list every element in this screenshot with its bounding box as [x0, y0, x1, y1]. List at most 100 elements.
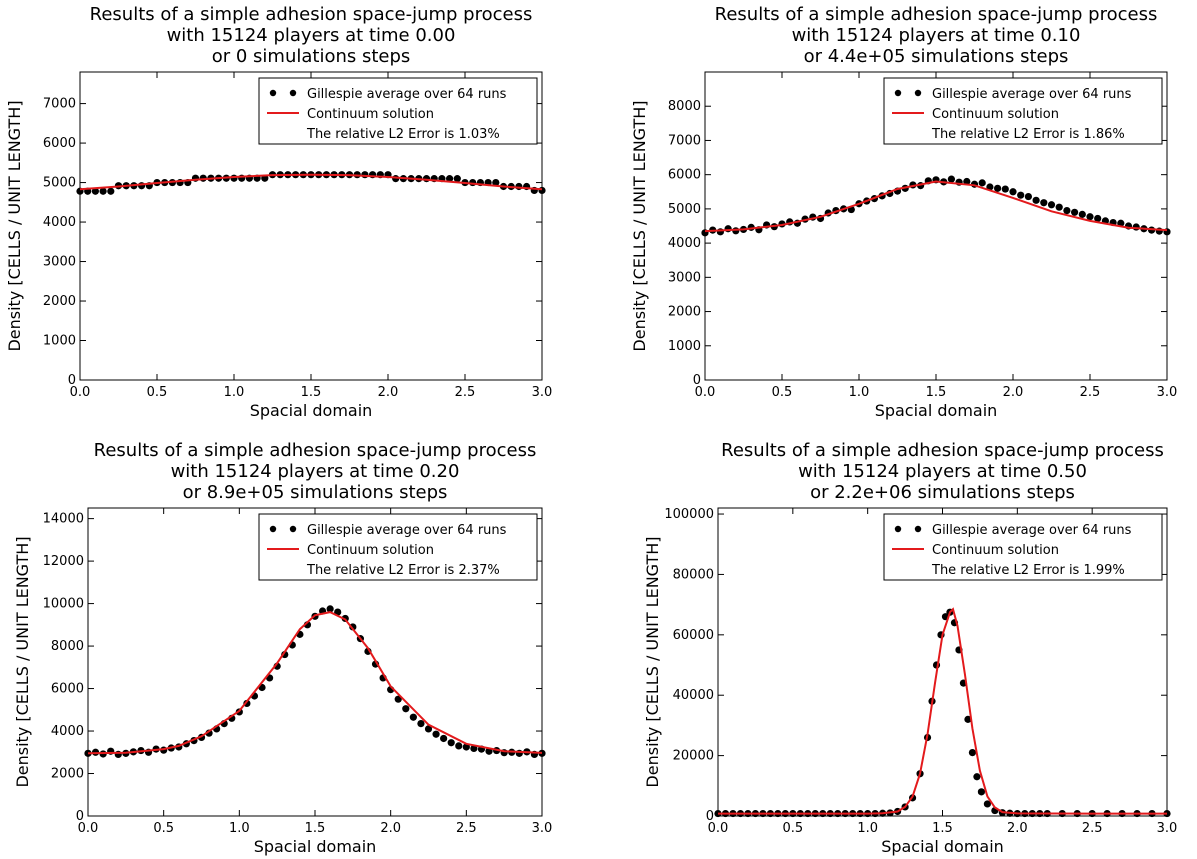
- continuum-line: [718, 607, 1167, 815]
- legend-marker-point: [894, 525, 902, 533]
- y-tick-label: 14000: [43, 512, 84, 527]
- y-axis-label: Density [CELLS / UNIT LENGTH]: [5, 100, 24, 351]
- legend-marker-point: [269, 89, 277, 97]
- gillespie-point: [1078, 210, 1086, 218]
- chart-title-line-3: or 0 simulations steps: [212, 46, 411, 67]
- continuum-line: [79, 173, 543, 191]
- legend-entry-3: The relative L2 Error is 2.37%: [306, 563, 500, 578]
- legend-entry-2: Continuum solution: [932, 107, 1059, 122]
- gillespie-point: [243, 699, 251, 708]
- y-axis-label: Density [CELLS / UNIT LENGTH]: [630, 100, 649, 351]
- y-tick-label: 4000: [51, 724, 84, 739]
- chart-panel-1: Results of a simple adhesion space-jump …: [5, 4, 552, 420]
- y-tick-label: 40000: [673, 688, 714, 703]
- legend-entry-1: Gillespie average over 64 runs: [932, 87, 1132, 102]
- x-axis-label: Spacial domain: [250, 401, 373, 420]
- y-tick-label: 6000: [51, 682, 84, 697]
- gillespie-point: [1071, 208, 1079, 216]
- chart-title-line-3: or 2.2e+06 simulations steps: [810, 482, 1075, 503]
- y-axis-label: Density [CELLS / UNIT LENGTH]: [643, 536, 662, 787]
- y-tick-label: 0: [706, 809, 714, 824]
- x-tick-label: 0.0: [695, 385, 716, 400]
- y-tick-label: 2000: [43, 294, 76, 309]
- gillespie-point: [1032, 196, 1040, 204]
- chart-panel-2: Results of a simple adhesion space-jump …: [630, 4, 1177, 420]
- x-tick-label: 3.0: [1157, 821, 1178, 836]
- y-tick-label: 3000: [668, 270, 701, 285]
- gillespie-point: [538, 186, 546, 195]
- gillespie-point: [326, 605, 334, 613]
- y-tick-label: 1000: [43, 334, 76, 349]
- gillespie-point: [1009, 188, 1017, 196]
- legend-entry-1: Gillespie average over 64 runs: [932, 523, 1132, 538]
- legend-entry-2: Continuum solution: [307, 107, 434, 122]
- gillespie-point: [968, 748, 977, 757]
- y-tick-label: 4000: [668, 236, 701, 251]
- x-tick-label: 1.5: [932, 821, 953, 836]
- x-tick-label: 2.0: [1007, 821, 1028, 836]
- gillespie-point: [394, 695, 402, 703]
- gillespie-point: [84, 749, 92, 757]
- legend-box: [258, 77, 538, 145]
- legend-marker-point: [269, 525, 277, 533]
- legend-marker-point: [914, 525, 922, 533]
- y-tick-label: 5000: [43, 176, 76, 191]
- x-tick-label: 2.5: [1082, 821, 1103, 836]
- gillespie-point: [724, 225, 732, 233]
- gillespie-point: [994, 184, 1002, 192]
- gillespie-point: [455, 742, 463, 750]
- gillespie-point: [978, 179, 986, 187]
- gillespie-point: [424, 725, 433, 733]
- x-tick-label: 0.5: [772, 385, 793, 400]
- chart-title-line-2: with 15124 players at time 0.20: [171, 461, 460, 482]
- gillespie-point: [447, 739, 455, 747]
- y-tick-label: 8000: [668, 99, 701, 114]
- y-tick-label: 5000: [668, 202, 701, 217]
- y-tick-label: 80000: [673, 567, 714, 582]
- legend-entry-1: Gillespie average over 64 runs: [307, 523, 507, 538]
- gillespie-point: [963, 177, 971, 186]
- gillespie-point: [1040, 199, 1048, 207]
- gillespie-point: [453, 175, 461, 183]
- gillespie-point: [446, 175, 454, 183]
- gillespie-point: [1017, 191, 1025, 199]
- legend-marker-point: [289, 89, 297, 97]
- x-tick-label: 1.5: [305, 821, 326, 836]
- legend-entry-3: The relative L2 Error is 1.99%: [931, 563, 1125, 578]
- legend-entry-3: The relative L2 Error is 1.03%: [306, 127, 500, 142]
- y-tick-label: 4000: [43, 215, 76, 230]
- gillespie-point: [1063, 207, 1071, 215]
- gillespie-point: [107, 187, 115, 195]
- gillespie-point: [417, 720, 425, 728]
- x-tick-label: 1.0: [229, 821, 250, 836]
- y-tick-label: 6000: [43, 136, 76, 151]
- gillespie-point: [964, 715, 972, 723]
- y-axis-label: Density [CELLS / UNIT LENGTH]: [13, 536, 32, 787]
- y-tick-label: 7000: [43, 97, 76, 112]
- x-tick-label: 0.0: [708, 821, 729, 836]
- y-tick-label: 10000: [43, 597, 84, 612]
- chart-title-line-3: or 4.4e+05 simulations steps: [804, 46, 1069, 67]
- x-tick-label: 2.0: [1003, 385, 1024, 400]
- y-tick-label: 8000: [51, 639, 84, 654]
- x-tick-label: 1.5: [301, 385, 322, 400]
- gillespie-point: [973, 773, 981, 781]
- gillespie-point: [977, 788, 986, 796]
- y-tick-label: 20000: [673, 749, 714, 764]
- legend-entry-2: Continuum solution: [307, 543, 434, 558]
- chart-title-line-2: with 15124 players at time 0.00: [167, 25, 456, 46]
- y-tick-label: 2000: [668, 305, 701, 320]
- gillespie-point: [402, 705, 410, 713]
- gillespie-point: [947, 175, 956, 183]
- x-tick-label: 1.5: [926, 385, 947, 400]
- chart-title-line-1: Results of a simple adhesion space-jump …: [721, 440, 1164, 461]
- legend-box: [883, 513, 1163, 581]
- legend-box: [883, 77, 1163, 145]
- x-tick-label: 1.0: [224, 385, 245, 400]
- legend-entry-3: The relative L2 Error is 1.86%: [931, 127, 1125, 142]
- x-tick-label: 0.5: [147, 385, 168, 400]
- chart-title-line-1: Results of a simple adhesion space-jump …: [715, 4, 1158, 25]
- x-tick-label: 2.0: [378, 385, 399, 400]
- x-tick-label: 3.0: [532, 821, 553, 836]
